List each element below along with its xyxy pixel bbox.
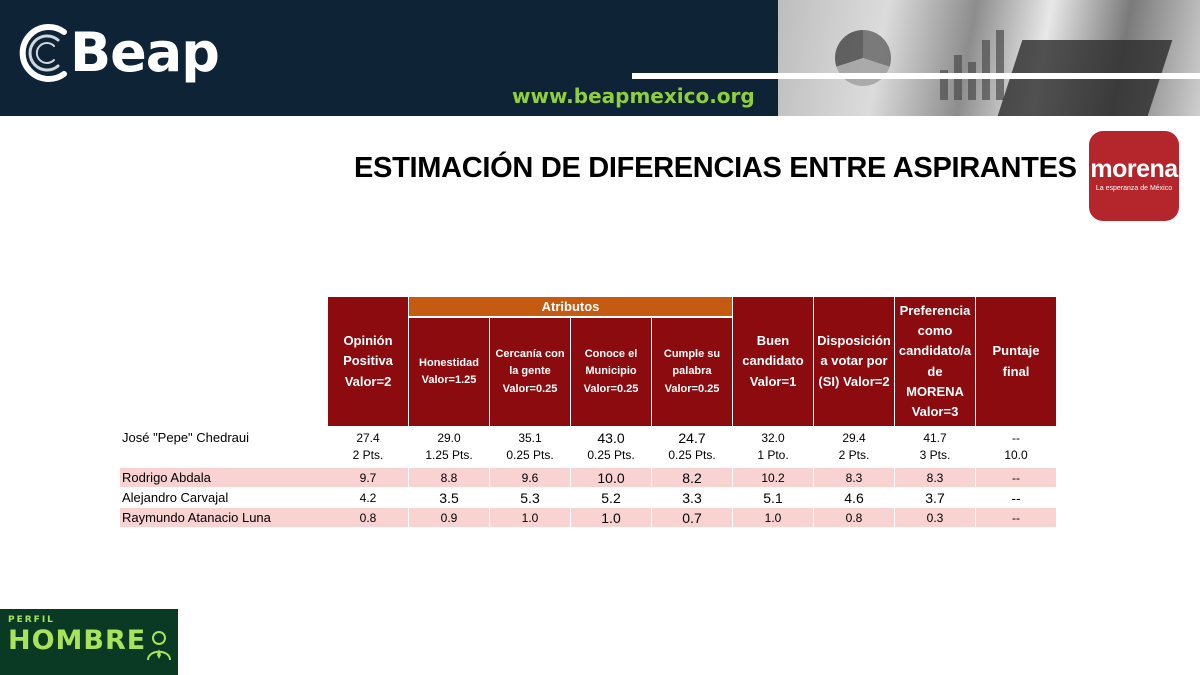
- candidate-name: Raymundo Atanacio Luna: [122, 510, 271, 525]
- page-title: ESTIMACIÓN DE DIFERENCIAS ENTRE ASPIRANT…: [354, 152, 1077, 184]
- value-cell: 4.6: [844, 490, 864, 506]
- column-header-puntaje-final: Puntaje final: [976, 297, 1056, 426]
- column-header-opinion-positiva: Opinión Positiva Valor=2: [328, 297, 408, 426]
- value-cell: 0.3: [926, 511, 944, 525]
- value-cell: 1.0: [521, 511, 539, 525]
- beap-logo[interactable]: Beap: [14, 18, 220, 88]
- value-cell: --: [1012, 511, 1020, 525]
- value-cell: --: [1012, 471, 1020, 485]
- value-cell: 43.0: [597, 430, 625, 446]
- value-cell: --: [1011, 490, 1021, 506]
- value-cell: 8.3: [845, 471, 863, 485]
- value-cell: 0.8: [359, 511, 377, 525]
- value-cell: 3.3: [682, 490, 702, 506]
- value-cell: 0.9: [440, 511, 458, 525]
- value-cell: --: [1012, 431, 1020, 445]
- row-highlight-cell: [895, 508, 975, 527]
- morena-logo-tagline: La esperanza de México: [1095, 185, 1173, 192]
- points-cell: 0.25 Pts.: [506, 448, 554, 462]
- header-banner: Beap www.beapmexico.org: [0, 0, 1200, 116]
- value-cell: 0.7: [682, 510, 702, 526]
- points-cell: 0.25 Pts.: [587, 448, 635, 462]
- value-cell: 9.7: [359, 471, 377, 485]
- row-highlight-cell: [733, 468, 813, 487]
- row-highlight-cell: [328, 468, 408, 487]
- value-cell: 27.4: [356, 431, 380, 445]
- value-cell: 10.0: [597, 470, 625, 486]
- banner-divider: [632, 73, 1200, 79]
- row-highlight-cell: [490, 468, 570, 487]
- row-highlight-cell: [976, 468, 1056, 487]
- column-header-honestidad: Honestidad Valor=1.25: [409, 318, 489, 426]
- row-highlight: [120, 468, 329, 487]
- row-highlight-cell: [490, 508, 570, 527]
- points-cell: 10.0: [1004, 448, 1028, 462]
- column-header-cercania: Cercanía con la gente Valor=0.25: [490, 318, 570, 426]
- row-highlight-cell: [652, 508, 732, 527]
- points-cell: 1 Pto.: [757, 448, 789, 462]
- value-cell: 3.7: [925, 490, 945, 506]
- value-cell: 24.7: [678, 430, 706, 446]
- row-highlight-cell: [814, 508, 894, 527]
- value-cell: 5.3: [520, 490, 540, 506]
- badge-main-text: HOMBRE: [8, 625, 147, 656]
- website-url[interactable]: www.beapmexico.org: [512, 84, 755, 108]
- candidate-name: Alejandro Carvajal: [122, 490, 229, 505]
- value-cell: 4.2: [359, 491, 377, 505]
- points-cell: 2 Pts.: [352, 448, 384, 462]
- beap-brand-text: Beap: [70, 21, 220, 84]
- person-icon: [147, 631, 171, 661]
- row-highlight-cell: [571, 468, 651, 487]
- value-cell: 1.0: [601, 510, 621, 526]
- morena-logo-name: morena: [1090, 155, 1178, 183]
- value-cell: 8.8: [440, 471, 458, 485]
- row-highlight-cell: [571, 508, 651, 527]
- points-cell: 2 Pts.: [838, 448, 870, 462]
- row-highlight-cell: [409, 468, 489, 487]
- candidate-name: Rodrigo Abdala: [122, 470, 211, 485]
- attributes-group-header: Atributos: [409, 297, 732, 316]
- value-cell: 5.1: [763, 490, 783, 506]
- value-cell: 10.2: [761, 471, 785, 485]
- row-highlight-cell: [895, 468, 975, 487]
- row-highlight-cell: [976, 508, 1056, 527]
- value-cell: 1.0: [764, 511, 782, 525]
- value-cell: 29.4: [842, 431, 866, 445]
- row-highlight-cell: [652, 468, 732, 487]
- value-cell: 0.8: [845, 511, 863, 525]
- value-cell: 3.5: [439, 490, 459, 506]
- value-cell: 8.2: [682, 470, 702, 486]
- candidate-name: José "Pepe" Chedraui: [122, 430, 250, 445]
- beap-swirl-icon: [19, 24, 67, 82]
- row-highlight-cell: [814, 468, 894, 487]
- row-highlight-cell: [328, 508, 408, 527]
- morena-logo: morena La esperanza de México: [1089, 131, 1179, 221]
- value-cell: 32.0: [761, 431, 785, 445]
- column-header-conoce-municipio: Conoce el Municipio Valor=0.25: [571, 318, 651, 426]
- value-cell: 29.0: [437, 431, 461, 445]
- value-cell: 8.3: [926, 471, 944, 485]
- value-cell: 41.7: [923, 431, 947, 445]
- row-highlight: [120, 508, 329, 527]
- column-header-cumple-palabra: Cumple su palabra Valor=0.25: [652, 318, 732, 426]
- value-cell: 9.6: [521, 471, 539, 485]
- row-highlight-cell: [733, 508, 813, 527]
- points-cell: 3 Pts.: [919, 448, 951, 462]
- value-cell: 5.2: [601, 490, 621, 506]
- points-cell: 1.25 Pts.: [425, 448, 473, 462]
- column-header-preferencia-morena: Preferencia como candidato/a de MORENA V…: [895, 297, 975, 426]
- perfil-hombre-badge: PERFIL HOMBRE: [0, 609, 178, 675]
- value-cell: 35.1: [518, 431, 542, 445]
- badge-top-text: PERFIL: [8, 615, 55, 625]
- column-header-buen-candidato: Buen candidato Valor=1: [733, 297, 813, 426]
- row-highlight-cell: [409, 508, 489, 527]
- column-header-disposicion-votar: Disposición a votar por (SI) Valor=2: [814, 297, 894, 426]
- points-cell: 0.25 Pts.: [668, 448, 716, 462]
